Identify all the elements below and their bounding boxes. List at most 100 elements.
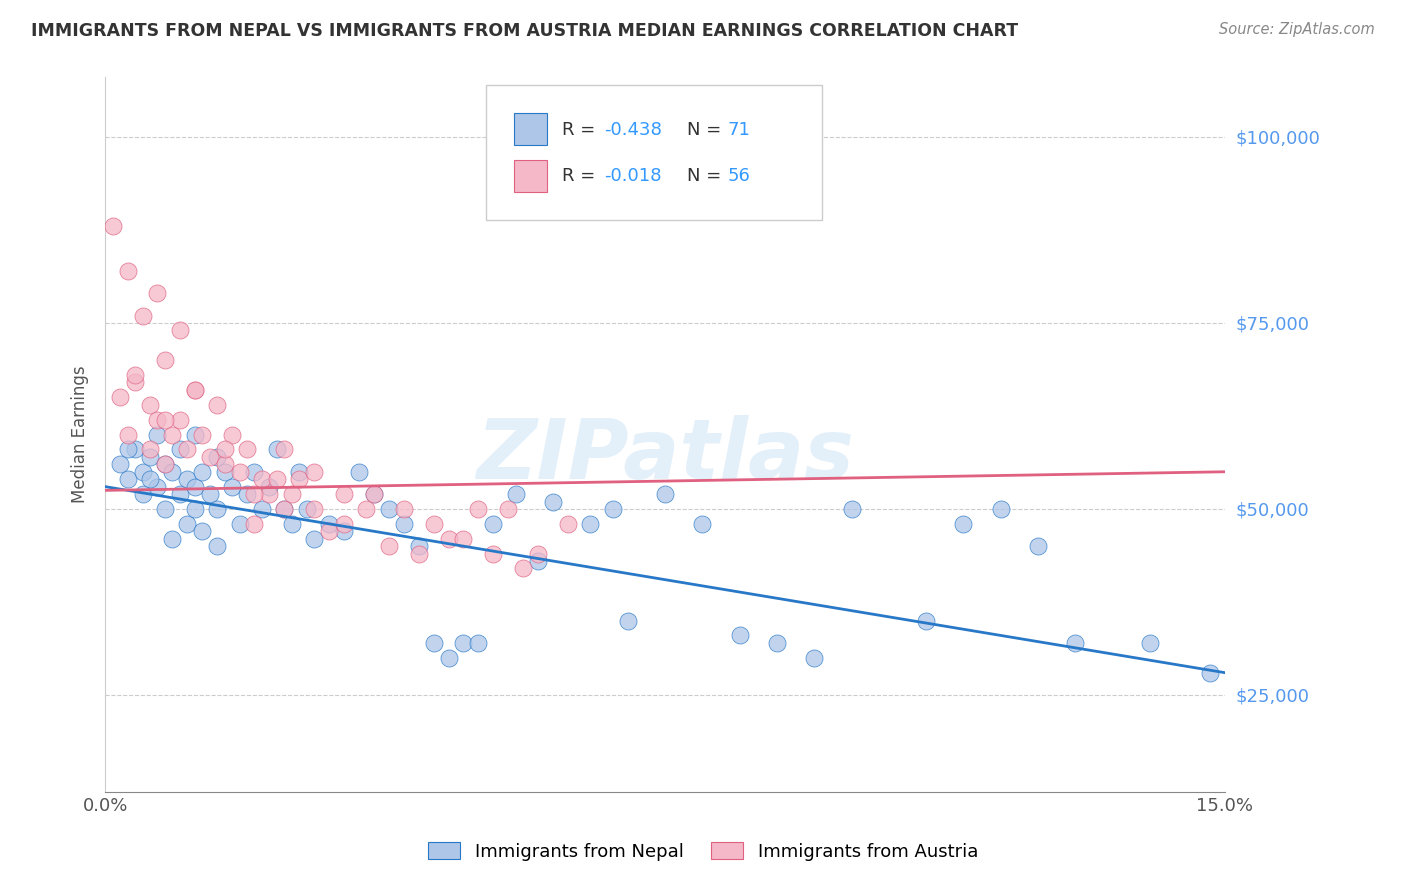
Point [302,532,325,546]
Point [214,442,236,457]
Point [108,390,131,404]
Point [117,442,139,457]
FancyBboxPatch shape [513,113,547,145]
Point [169,487,191,501]
Point [117,427,139,442]
Point [205,450,228,464]
Point [453,532,475,546]
Point [437,650,460,665]
Point [184,480,207,494]
Point [347,465,370,479]
Point [728,628,751,642]
Point [162,465,184,479]
Point [243,487,266,501]
Point [295,502,318,516]
Point [250,502,273,516]
Point [467,636,489,650]
Point [214,465,236,479]
Point [527,547,550,561]
Point [288,465,311,479]
Point [184,502,207,516]
Point [690,516,713,531]
Point [363,487,385,501]
Point [117,264,139,278]
Point [214,458,236,472]
Point [131,487,153,501]
Point [236,487,259,501]
Point [273,502,295,516]
Text: N =: N = [688,167,727,185]
Point [228,465,250,479]
Point [146,413,169,427]
Point [505,487,527,501]
Point [803,650,825,665]
Point [250,472,273,486]
Point [162,532,184,546]
Point [318,524,340,539]
Text: ZIPatlas: ZIPatlas [477,416,853,497]
Point [184,383,207,397]
Text: R =: R = [562,120,600,138]
Point [153,413,176,427]
Point [333,524,356,539]
Point [392,502,415,516]
Point [952,516,974,531]
Point [512,561,534,575]
FancyBboxPatch shape [513,160,547,192]
Point [579,516,602,531]
Point [101,219,124,234]
Point [281,487,304,501]
Point [302,465,325,479]
FancyBboxPatch shape [486,85,821,220]
Point [184,427,207,442]
Point [205,502,228,516]
Point [318,516,340,531]
Point [169,442,191,457]
Point [191,465,214,479]
Point [378,539,401,553]
Point [453,636,475,650]
Point [139,472,162,486]
Text: IMMIGRANTS FROM NEPAL VS IMMIGRANTS FROM AUSTRIA MEDIAN EARNINGS CORRELATION CHA: IMMIGRANTS FROM NEPAL VS IMMIGRANTS FROM… [31,22,1018,40]
Text: N =: N = [688,120,727,138]
Point [169,413,191,427]
Point [467,502,489,516]
Point [266,442,288,457]
Point [131,309,153,323]
Point [654,487,676,501]
Point [198,450,221,464]
Point [333,516,356,531]
Point [602,502,624,516]
Point [557,516,579,531]
Point [841,502,863,516]
Point [392,516,415,531]
Point [153,502,176,516]
Point [766,636,789,650]
Point [437,532,460,546]
Point [205,539,228,553]
Point [1026,539,1049,553]
Point [153,353,176,368]
Point [266,472,288,486]
Point [184,383,207,397]
Point [990,502,1012,516]
Point [124,376,146,390]
Point [139,398,162,412]
Point [131,465,153,479]
Point [153,458,176,472]
Text: 71: 71 [728,120,751,138]
Point [191,524,214,539]
Point [162,427,184,442]
Point [117,472,139,486]
Point [236,442,259,457]
Legend: Immigrants from Nepal, Immigrants from Austria: Immigrants from Nepal, Immigrants from A… [419,833,987,870]
Point [108,458,131,472]
Point [273,502,295,516]
Point [496,502,519,516]
Point [198,487,221,501]
Point [259,480,281,494]
Point [146,480,169,494]
Point [124,442,146,457]
Point [408,539,430,553]
Point [378,502,401,516]
